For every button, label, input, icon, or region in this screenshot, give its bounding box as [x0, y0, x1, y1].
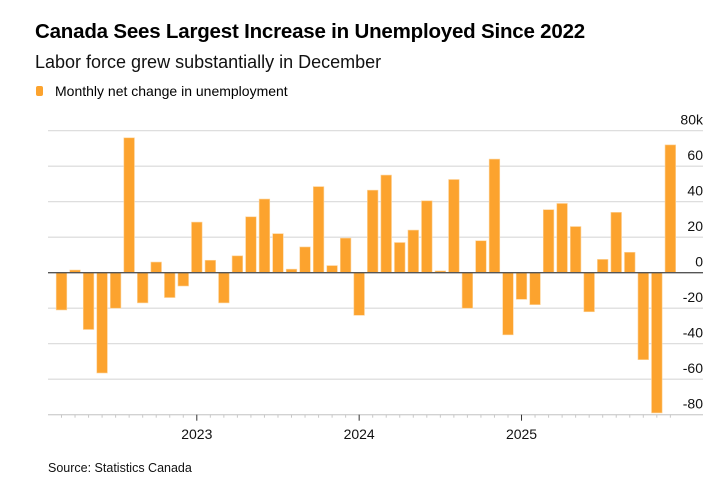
bar: 2025-08: 34 [610, 212, 622, 274]
bar: 2022-11: -14 [164, 272, 176, 298]
bar: 2025-11: -79 [651, 272, 663, 414]
y-tick-label: -20 [683, 289, 703, 305]
bar: 2022-10: 6 [150, 261, 162, 273]
bar: 2024-05: 24 [407, 229, 419, 274]
bar: 2025-07: 7.5 [597, 259, 609, 274]
bar: 2023-01: 28.5 [191, 221, 203, 274]
bar: 2024-02: 46.5 [367, 189, 379, 274]
bar: 2024-03: 55 [380, 174, 392, 274]
y-tick-label: 0 [695, 254, 703, 270]
legend-swatch [36, 86, 43, 96]
x-tick-label: 2025 [506, 426, 537, 442]
bar: 2023-06: 41.5 [258, 198, 271, 273]
y-tick-label: -60 [683, 360, 703, 376]
x-tick-label: 2023 [181, 426, 212, 442]
y-tick-label: 60 [687, 147, 703, 163]
bar: 2023-05: 31.5 [245, 216, 257, 273]
bar: 2025-02: -18 [529, 272, 541, 305]
bar: 2024-11: 64 [488, 158, 501, 274]
bar: 2022-03: -21 [55, 272, 68, 311]
chart-title: Canada Sees Largest Increase in Unemploy… [35, 20, 585, 43]
legend-label: Monthly net change in unemployment [55, 83, 288, 99]
x-axis: 2023 2024 2025 [48, 414, 703, 442]
y-tick-label: -40 [683, 325, 703, 341]
bar: 2022-09: -17 [137, 272, 149, 304]
bar: 2022-08: 76 [123, 137, 135, 273]
y-tick-label: 20 [687, 218, 703, 234]
bars: 2022-03: -212022-04: 1.52022-05: -322022… [55, 137, 676, 414]
bar: 2023-07: 22 [272, 233, 284, 273]
x-tick-label: 2024 [344, 426, 375, 442]
bar: 2025-09: 11.5 [624, 251, 636, 273]
bar: 2025-06: -22 [583, 272, 595, 313]
chart-subtitle: Labor force grew substantially in Decemb… [35, 52, 382, 72]
bar: 2024-08: 52.5 [448, 179, 460, 273]
bar: 2023-03: -17 [218, 272, 230, 304]
bar: 2023-04: 9.5 [231, 255, 243, 273]
y-tick-label: -80 [683, 396, 703, 412]
source-note: Source: Statistics Canada [48, 461, 192, 475]
y-tick-label: 40 [687, 183, 703, 199]
bar: 2024-06: 40.5 [421, 200, 433, 273]
bar: 2024-09: -20 [461, 272, 474, 309]
bar: 2023-12: 19.5 [340, 237, 352, 273]
bar: 2022-12: -7.5 [177, 272, 189, 287]
bar: 2024-12: -35 [502, 272, 514, 336]
bar: 2023-09: 14.5 [299, 246, 311, 274]
y-tick-label: 80k [680, 112, 704, 128]
bar: 2025-05: 26 [570, 226, 582, 274]
bar: 2023-11: 4 [326, 265, 338, 274]
bar: 2025-03: 35.5 [542, 209, 555, 274]
bar: 2024-04: 17 [394, 242, 406, 274]
bar: 2022-05: -32 [82, 272, 95, 330]
bar: 2025-01: -15 [515, 272, 528, 300]
y-axis-labels: 80k 60 40 20 0 -20 -40 -60 -80 [680, 112, 704, 412]
bar: 2023-10: 48.5 [312, 186, 325, 273]
bar: 2025-10: -49 [637, 272, 649, 360]
bar: 2025-04: 39 [556, 203, 568, 273]
bar: 2024-10: 18 [475, 240, 487, 274]
bar: 2022-07: -20 [110, 272, 122, 309]
legend: Monthly net change in unemployment [36, 82, 288, 100]
bar: 2023-02: 7 [204, 259, 216, 273]
bar: 2025-12: 72 [664, 144, 676, 273]
bar: 2022-06: -56.5 [96, 272, 108, 374]
bar: 2024-01: -24 [353, 272, 365, 316]
